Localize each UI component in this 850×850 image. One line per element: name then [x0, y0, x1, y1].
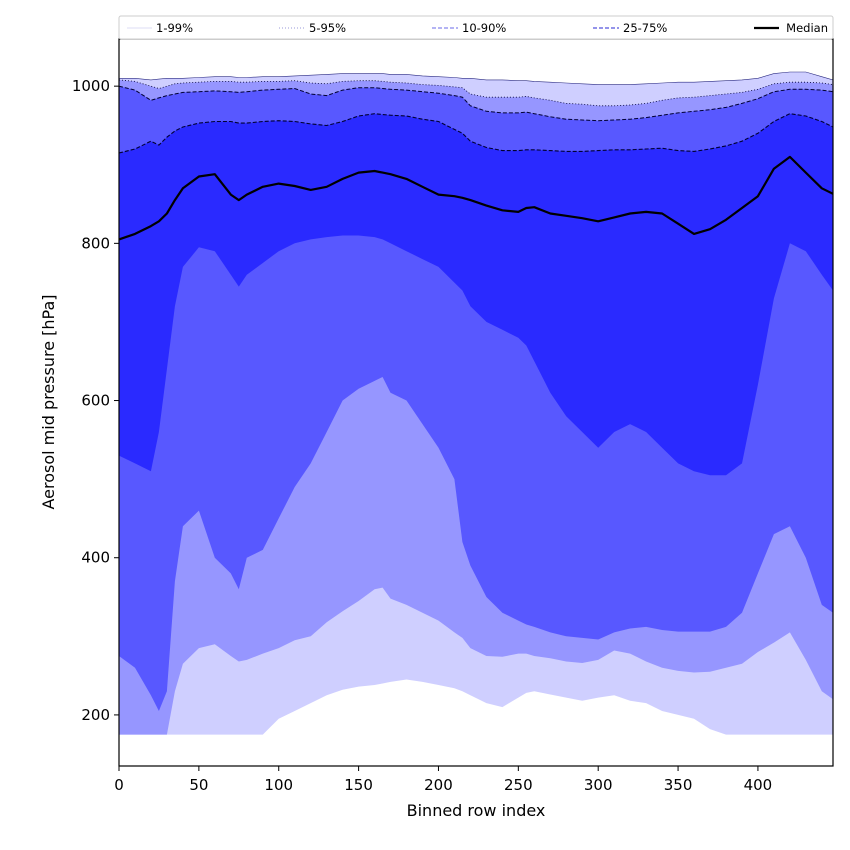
- y-tick-label: 800: [81, 234, 110, 252]
- band-upper-edge-1-99pct: [119, 71, 833, 85]
- x-tick-label: 300: [584, 776, 613, 794]
- x-tick-label: 50: [189, 776, 208, 794]
- y-tick-label: 600: [81, 392, 110, 410]
- legend: 1-99% 5-95% 10-90% 25-75% Median: [118, 15, 834, 40]
- legend-label: 5-95%: [309, 21, 346, 35]
- y-tick-label: 200: [81, 706, 110, 724]
- x-tick-label: 400: [744, 776, 773, 794]
- legend-label: Median: [786, 21, 828, 35]
- y-axis-label: Aerosol mid pressure [hPa]: [39, 294, 58, 509]
- axes: 0 50 100 150 200 250 300 350 400 200 400 600 800 1000: [72, 38, 834, 794]
- band-upper-edge-10-90pct: [119, 85, 833, 122]
- x-tick-label: 250: [504, 776, 533, 794]
- band-upper-edge-25-75pct: [119, 113, 833, 154]
- plot-area: [119, 71, 833, 735]
- band-upper-edge-5-95pct: [119, 79, 833, 107]
- legend-box: [118, 15, 834, 40]
- legend-label: 1-99%: [156, 21, 193, 35]
- legend-label: 25-75%: [623, 21, 667, 35]
- x-axis-label: Binned row index: [407, 801, 546, 820]
- y-tick-label: 1000: [72, 77, 110, 95]
- x-tick-label: 350: [664, 776, 693, 794]
- x-tick-label: 100: [264, 776, 293, 794]
- x-tick-label: 200: [424, 776, 453, 794]
- x-tick-label: 150: [344, 776, 373, 794]
- band-25-75pct: [119, 113, 833, 476]
- y-tick-label: 400: [81, 549, 110, 567]
- x-tick-label: 0: [114, 776, 124, 794]
- median-line: [119, 155, 833, 241]
- legend-label: 10-90%: [462, 21, 506, 35]
